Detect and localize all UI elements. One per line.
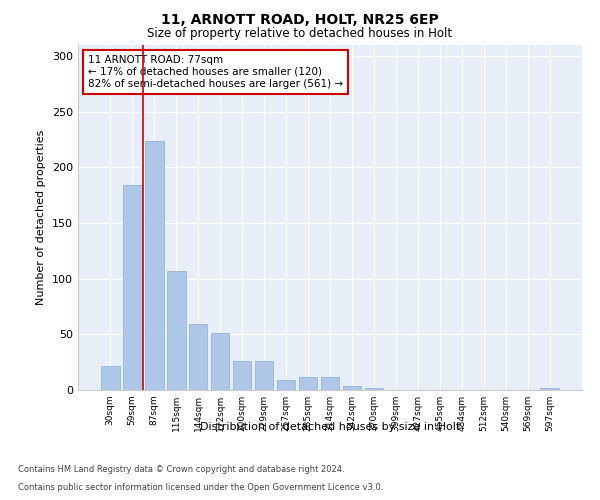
Bar bbox=[145, 140, 164, 390]
Text: Size of property relative to detached houses in Holt: Size of property relative to detached ho… bbox=[148, 28, 452, 40]
Bar bbox=[299, 376, 317, 390]
Bar bbox=[101, 366, 119, 390]
Y-axis label: Number of detached properties: Number of detached properties bbox=[37, 130, 46, 305]
Bar bbox=[343, 386, 361, 390]
Text: Contains HM Land Registry data © Crown copyright and database right 2024.: Contains HM Land Registry data © Crown c… bbox=[18, 465, 344, 474]
Bar bbox=[277, 380, 295, 390]
Bar bbox=[365, 388, 383, 390]
Bar bbox=[167, 271, 185, 390]
Bar bbox=[189, 324, 208, 390]
Bar bbox=[255, 361, 274, 390]
Bar bbox=[211, 333, 229, 390]
Text: Distribution of detached houses by size in Holt: Distribution of detached houses by size … bbox=[200, 422, 460, 432]
Bar bbox=[320, 376, 340, 390]
Text: 11 ARNOTT ROAD: 77sqm
← 17% of detached houses are smaller (120)
82% of semi-det: 11 ARNOTT ROAD: 77sqm ← 17% of detached … bbox=[88, 56, 343, 88]
Bar bbox=[123, 185, 142, 390]
Text: 11, ARNOTT ROAD, HOLT, NR25 6EP: 11, ARNOTT ROAD, HOLT, NR25 6EP bbox=[161, 12, 439, 26]
Bar bbox=[233, 361, 251, 390]
Text: Contains public sector information licensed under the Open Government Licence v3: Contains public sector information licen… bbox=[18, 482, 383, 492]
Bar bbox=[541, 388, 559, 390]
